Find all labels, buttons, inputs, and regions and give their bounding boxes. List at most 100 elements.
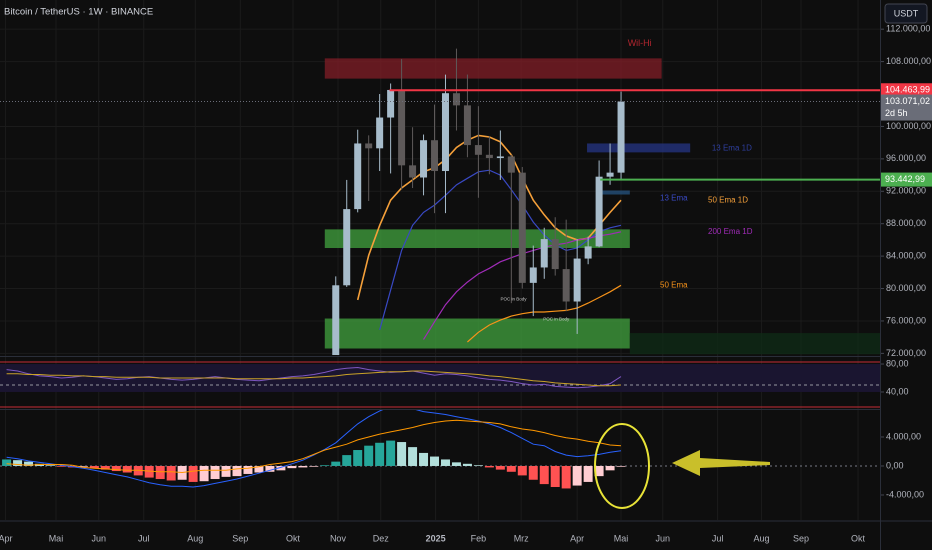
candle-body [332,285,340,355]
x-tick-label: Sep [793,533,809,543]
histogram-bar [342,455,352,466]
macd-line [6,410,622,488]
histogram-bar [45,465,55,466]
chart-title: Bitcoin / TetherUS · 1W · BINANCE [4,7,153,18]
currency-label[interactable]: USDT [894,8,919,18]
histogram-bar [583,465,593,482]
histogram-bar [572,465,582,486]
histogram-bar [495,465,505,470]
candle-body [452,93,460,106]
zone [629,333,880,355]
x-tick-label: 2025 [426,533,446,543]
histogram-bar [539,465,549,485]
histogram-bar [2,459,12,466]
x-tick-label: Aug [187,533,203,543]
candle-body [463,105,471,146]
y-tick-label: 112.000,00 [886,24,930,34]
histogram-bar [155,465,165,480]
candle-body [398,89,406,166]
highlight-ellipse [594,423,650,509]
candle-body [617,101,625,173]
y-tick-label: 72.000,00 [886,348,926,358]
histogram-bar [462,463,472,466]
ema-line [467,284,622,343]
histogram-bar [166,465,176,481]
histogram-bar [594,465,604,477]
price-marker-label: 93.442,99 [885,174,925,184]
y-tick-label: 88.000,00 [886,218,926,228]
histogram-bar [78,465,88,467]
candle-body [507,156,515,173]
y-tick-label: 108.000,00 [886,56,931,66]
zone [324,58,662,79]
histogram-bar [13,460,23,466]
annotation: POC in Body [501,296,528,301]
zone [587,143,691,153]
histogram-bar [408,447,418,466]
candle-body [431,140,439,172]
y-tick-label: 100.000,00 [886,121,931,131]
histogram-bar [89,465,99,469]
histogram-bar [364,445,374,466]
candle-body [584,246,592,259]
rsi-band [0,364,880,392]
histogram-bar [397,442,407,466]
x-tick-label: Mai [614,533,629,543]
x-tick-label: Apr [0,533,12,543]
candle-body [485,154,493,159]
candle-body [540,239,548,268]
candle-body [595,176,603,247]
y-tick-label: 0,00 [886,460,904,470]
x-tick-label: Mrz [514,533,529,543]
price-marker [881,83,932,98]
histogram-bar [473,465,483,466]
x-tick-label: Feb [471,533,487,543]
series-label: 50 Ema [660,280,688,289]
histogram-bar [605,465,615,471]
macd-line [6,419,622,474]
currency-button[interactable] [884,3,928,24]
histogram-bar [440,459,450,466]
histogram-bar [616,465,626,467]
histogram-bar [232,465,242,477]
histogram-bar [122,465,132,473]
histogram-bar [144,465,154,478]
histogram-bar [100,465,110,470]
histogram-bar [199,465,209,482]
histogram-bar [451,462,461,466]
y-tick-label: 40,00 [886,386,909,396]
x-tick-label: Jun [655,533,670,543]
y-tick-label: 84.000,00 [886,250,926,260]
histogram-bar [254,465,264,473]
series-label: 13 Ema [660,193,688,202]
series-label: 200 Ema 1D [708,227,753,236]
y-tick-label: 92.000,00 [886,186,926,196]
histogram-bar [298,465,308,468]
histogram-bar [517,465,527,476]
price-marker [881,94,932,121]
zone [600,190,630,195]
y-tick-label: 96.000,00 [886,153,926,163]
indicator-line [6,370,622,387]
price-marker-label: 104.463,99 [885,85,930,95]
x-tick-label: Dez [373,533,390,543]
histogram-bar [111,465,121,472]
histogram-bar [276,465,286,471]
y-tick-label: 76.000,00 [886,315,926,325]
histogram-bar [386,440,396,466]
histogram-bar [506,465,516,472]
histogram-bar [243,465,253,474]
candle-body [562,269,570,302]
candle-body [551,239,559,270]
histogram-bar [24,461,34,466]
histogram-bar [484,465,494,468]
price-marker [881,172,932,187]
indicator-line [6,366,622,389]
x-tick-label: Aug [753,533,769,543]
histogram-bar [210,465,220,480]
countdown-label: 2d 5h [885,108,908,118]
y-tick-label: -4.000,00 [886,489,924,499]
candle-body [529,267,537,283]
histogram-bar [550,465,560,488]
